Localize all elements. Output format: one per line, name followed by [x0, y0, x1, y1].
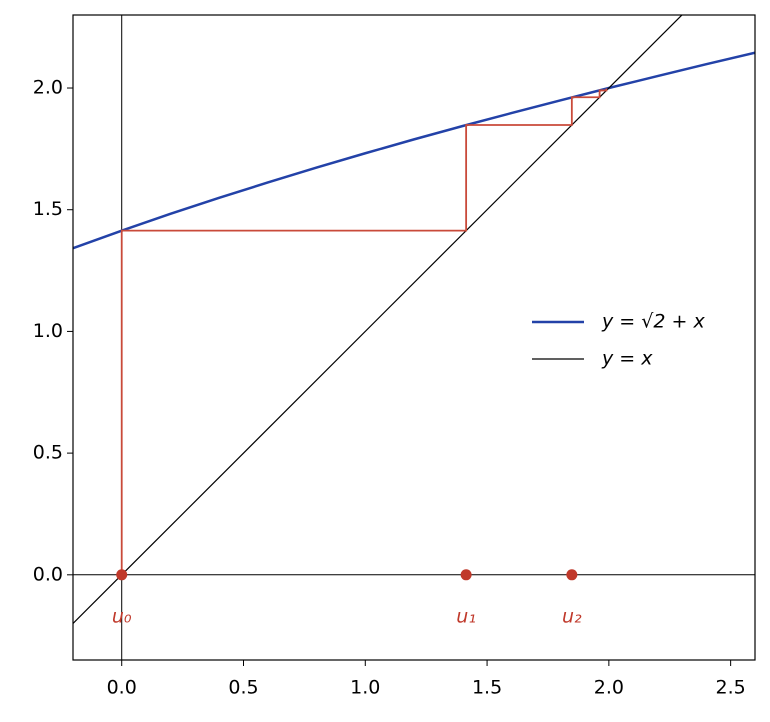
x-tick-label: 0.5 — [228, 677, 258, 699]
marker-label: u₂ — [562, 605, 582, 627]
y-tick-label: 2.0 — [33, 77, 63, 99]
legend-label: y = x — [601, 348, 653, 370]
marker-label: u₁ — [456, 605, 476, 627]
x-tick-label: 2.0 — [594, 677, 624, 699]
x-tick-label: 2.5 — [716, 677, 746, 699]
y-tick-label: 1.0 — [33, 320, 63, 342]
plot-area — [73, 15, 755, 660]
y-tick-label: 0.5 — [33, 442, 63, 464]
x-tick-label: 1.5 — [472, 677, 502, 699]
cobweb-path — [120, 88, 608, 575]
x-tick-label: 0.0 — [107, 677, 137, 699]
marker — [566, 569, 578, 581]
marker — [116, 569, 128, 581]
marker-label: u₀ — [112, 605, 132, 627]
legend-label: y = √2 + x — [601, 311, 705, 333]
marker — [460, 569, 472, 581]
plot-frame — [72, 14, 756, 661]
series-line — [73, 51, 755, 250]
series-line — [73, 15, 683, 624]
y-tick-label: 0.0 — [33, 563, 63, 585]
y-tick-label: 1.5 — [33, 198, 63, 220]
x-tick-label: 1.0 — [350, 677, 380, 699]
